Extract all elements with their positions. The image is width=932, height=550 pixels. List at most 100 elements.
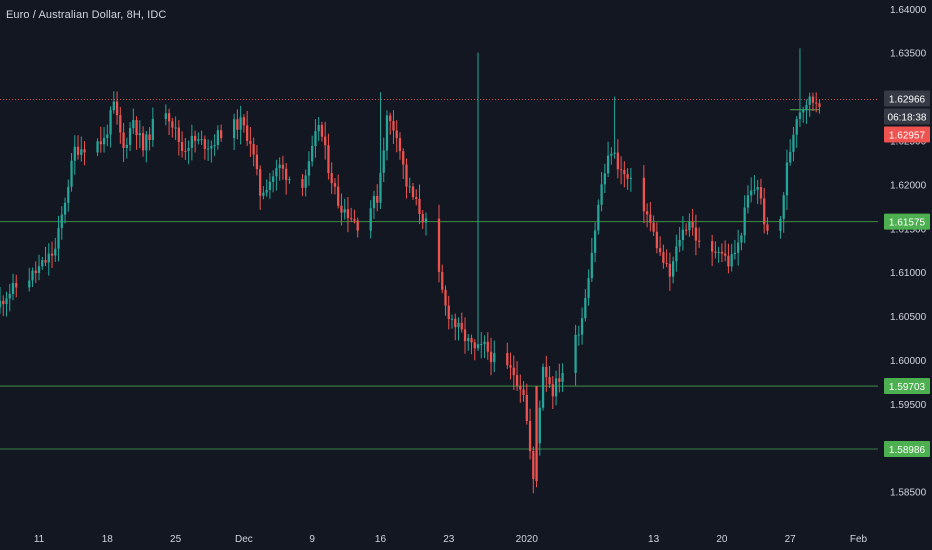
candle-body — [782, 195, 785, 219]
candle-body — [372, 195, 376, 209]
candle-body — [447, 305, 450, 320]
candle-body — [343, 209, 346, 213]
candle-body — [766, 224, 769, 231]
x-tick-label: 23 — [443, 534, 455, 545]
candle-body — [219, 130, 223, 139]
level-price-label: 1.58986 — [889, 445, 926, 456]
candle-body — [379, 172, 382, 203]
candle-body — [281, 164, 285, 169]
candle-body — [691, 221, 694, 228]
candle-body — [519, 385, 522, 390]
x-tick-label: 18 — [102, 534, 114, 545]
candle-body — [73, 146, 76, 161]
candle-body — [551, 384, 554, 397]
candle-body — [463, 329, 467, 342]
x-tick-label: 11 — [34, 534, 45, 545]
candle-body — [206, 148, 210, 150]
candle-body — [47, 253, 50, 263]
candle-body — [109, 110, 112, 135]
y-tick-label: 1.62000 — [890, 180, 927, 191]
candle-body — [483, 341, 486, 344]
candle-body — [138, 133, 141, 136]
candle-body — [37, 266, 41, 274]
countdown-label-bg — [884, 108, 930, 125]
candle-body — [584, 298, 587, 319]
candle-body — [171, 121, 174, 128]
candle-body — [128, 128, 132, 145]
candle-body — [102, 137, 106, 145]
candle-body — [444, 289, 447, 306]
candles-layer — [0, 48, 821, 494]
candle-body — [808, 96, 811, 105]
candle-body — [320, 124, 324, 137]
candle-body — [688, 221, 691, 231]
candle-body — [272, 176, 275, 182]
level-price-label: 1.61575 — [889, 218, 926, 229]
candle-body — [395, 130, 398, 139]
candle-body — [756, 187, 759, 190]
candle-body — [746, 195, 750, 208]
candle-body — [740, 235, 743, 243]
candle-body — [603, 173, 606, 185]
candle-body — [795, 119, 798, 135]
candle-body — [600, 184, 603, 205]
candle-body — [437, 218, 441, 272]
candle-body — [242, 117, 246, 126]
candle-body — [421, 214, 424, 223]
candle-body — [675, 246, 678, 262]
candle-body — [337, 186, 340, 206]
candle-body — [818, 103, 821, 108]
candle-body — [148, 134, 151, 141]
candle-body — [249, 140, 252, 145]
y-tick-label: 1.60000 — [890, 356, 927, 367]
level-price-label-bg — [884, 213, 930, 230]
chart-title: Euro / Australian Dollar, 8H, IDC — [6, 9, 167, 21]
x-tick-label: 20 — [716, 534, 728, 545]
candle-body — [528, 421, 532, 452]
candle-body — [662, 252, 665, 264]
y-tick-label: 1.59500 — [890, 400, 927, 411]
candle-body — [473, 342, 476, 349]
candle-body — [590, 252, 593, 279]
candle-body — [41, 260, 44, 267]
candle-body — [658, 248, 662, 253]
candle-body — [193, 135, 197, 141]
candle-body — [626, 174, 629, 179]
candle-body — [112, 101, 115, 111]
candle-body — [0, 300, 2, 308]
candle-body — [268, 181, 272, 190]
candle-body — [506, 353, 509, 366]
candle-body — [259, 169, 262, 196]
candle-body — [441, 271, 444, 290]
candle-body — [698, 240, 701, 242]
candle-body — [779, 218, 782, 231]
candle-body — [535, 386, 538, 482]
candle-body — [454, 318, 457, 328]
candle-body — [561, 372, 564, 382]
candle-body — [288, 179, 291, 181]
candle-body — [616, 152, 619, 170]
candle-body — [642, 177, 646, 212]
candle-body — [457, 322, 460, 328]
candle-body — [314, 131, 317, 147]
candle-body — [330, 173, 333, 184]
current-price-label-bg — [884, 126, 930, 143]
candle-body — [174, 127, 177, 129]
candle-body — [122, 132, 125, 148]
candle-body — [610, 153, 613, 156]
candle-body — [753, 189, 756, 191]
candle-body — [522, 389, 525, 395]
level-price-label-bg — [884, 440, 930, 457]
candle-body — [50, 253, 54, 256]
candle-body — [324, 136, 327, 146]
candle-body — [145, 134, 148, 151]
candle-body — [8, 293, 11, 299]
candle-body — [450, 318, 454, 320]
candle-body — [346, 209, 350, 219]
candle-body — [418, 198, 421, 215]
candle-body — [668, 263, 672, 277]
candle-body — [252, 144, 255, 155]
y-tick-label: 1.61000 — [890, 268, 927, 279]
